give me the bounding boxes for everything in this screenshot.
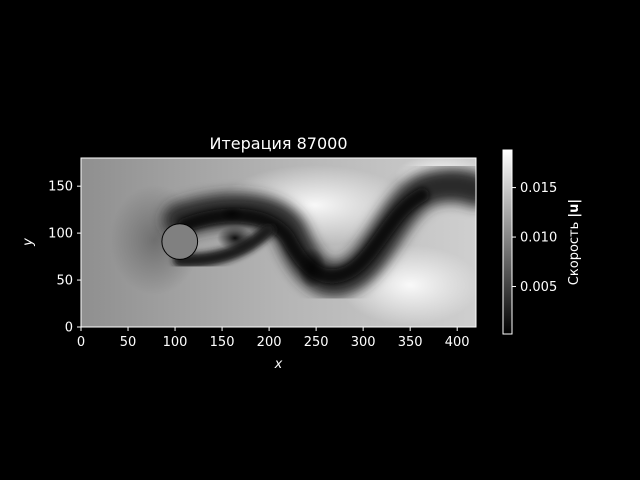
y-tick-label: 50	[56, 274, 73, 289]
x-tick-label: 100	[163, 335, 188, 350]
chart-title: Итерация 87000	[210, 134, 348, 153]
x-tick-label: 150	[210, 335, 235, 350]
y-tick-label: 150	[48, 180, 73, 195]
lower-shear-layer	[173, 223, 275, 268]
x-tick-label: 400	[445, 335, 470, 350]
vortex-core-3	[220, 207, 244, 221]
y-axis-ticks: 0 50 100 150	[48, 180, 81, 336]
x-axis-ticks: 0 50 100 150 200 250 300 350 400	[77, 327, 470, 350]
colorbar-ticks: 0.005 0.010 0.015	[512, 181, 557, 295]
x-tick-label: 200	[257, 335, 282, 350]
x-tick-label: 50	[120, 335, 137, 350]
cylinder-obstacle	[161, 223, 199, 260]
x-tick-label: 300	[351, 335, 376, 350]
vortex-core-2	[298, 248, 326, 288]
x-tick-label: 350	[398, 335, 423, 350]
heatmap-field	[81, 158, 476, 327]
y-tick-label: 0	[65, 321, 73, 336]
colorbar-tick-label: 0.015	[520, 181, 557, 196]
x-tick-label: 0	[77, 335, 85, 350]
plot-frame	[80, 157, 477, 328]
x-tick-label: 250	[304, 335, 329, 350]
y-tick-label: 100	[48, 227, 73, 242]
y-axis-label: y	[21, 238, 36, 247]
vortex-core-1	[217, 226, 253, 250]
colorbar-label-symbol: |u|	[567, 199, 582, 218]
colorbar-tick-label: 0.005	[520, 280, 557, 295]
x-axis-label: x	[274, 357, 283, 372]
colorbar-tick-label: 0.010	[520, 231, 557, 246]
colorbar	[502, 149, 513, 335]
colorbar-label: Скорость |u|	[567, 199, 582, 285]
colorbar-label-prefix: Скорость	[567, 218, 582, 286]
